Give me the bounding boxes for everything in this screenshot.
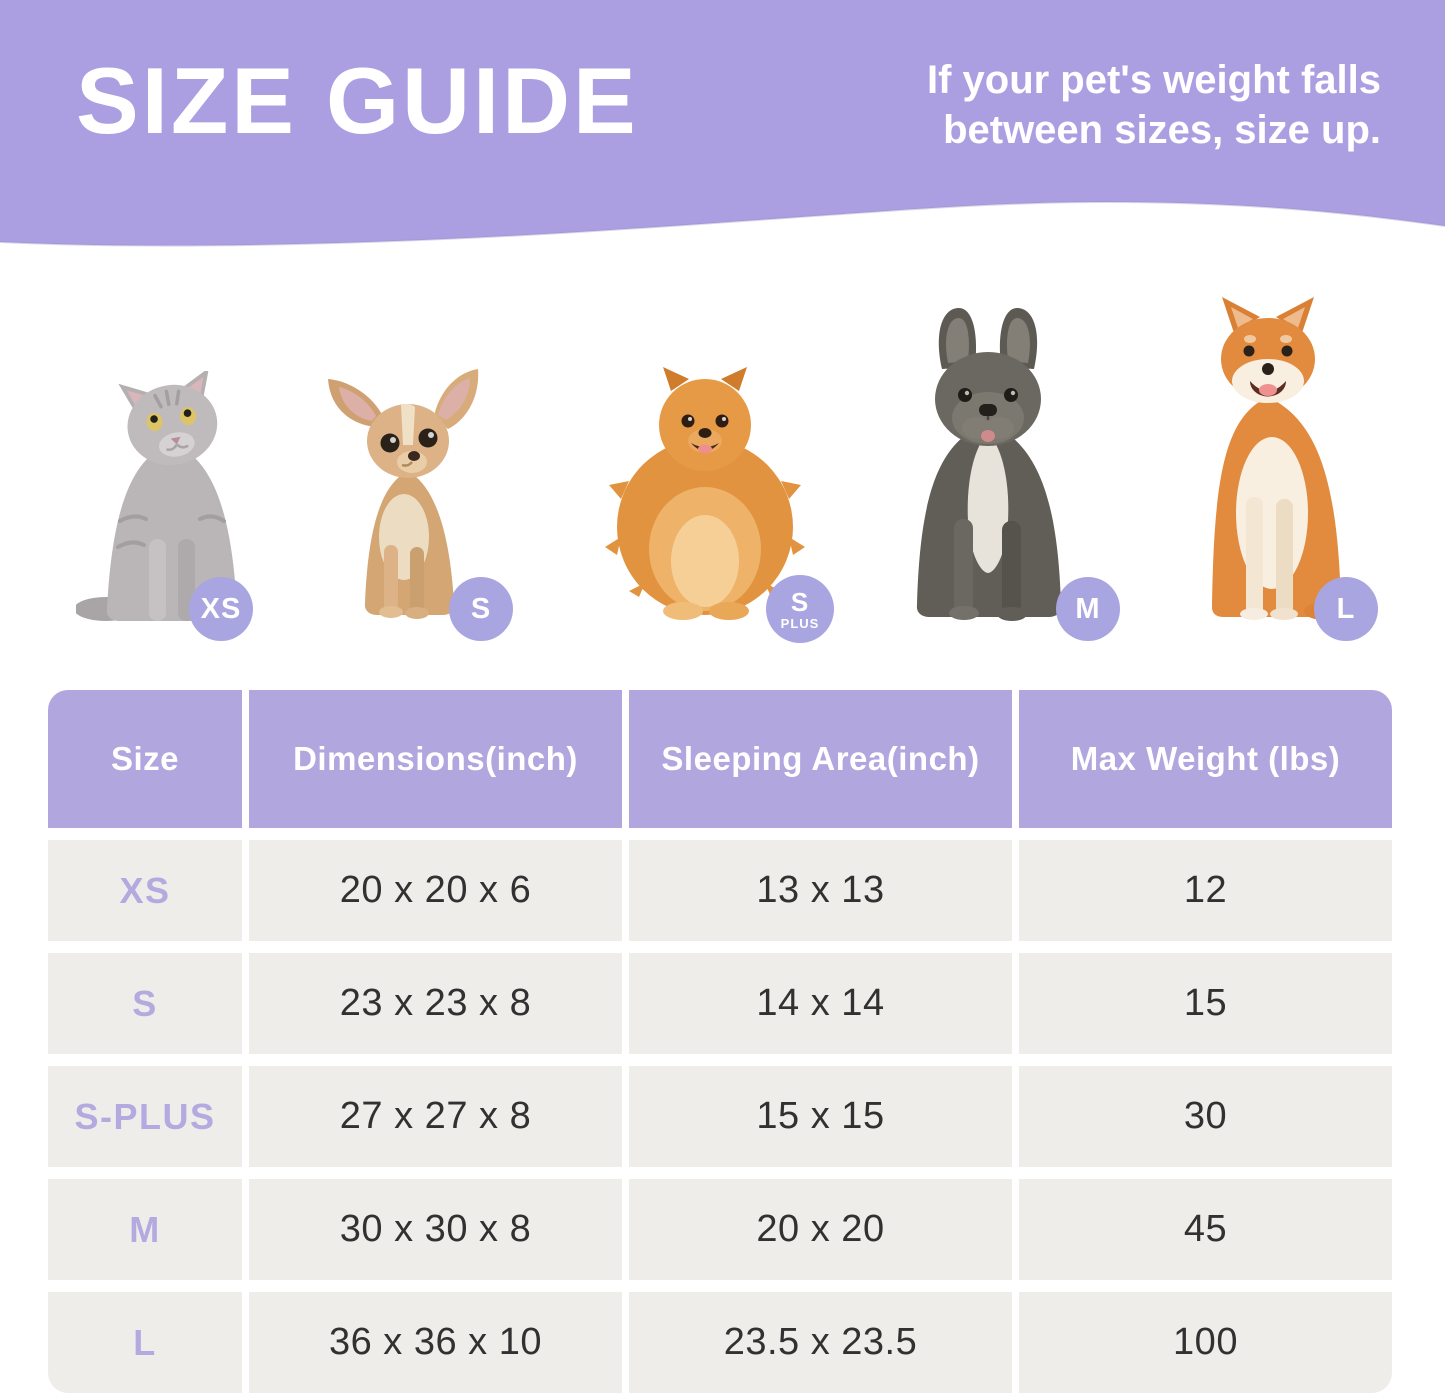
l-dimensions-cell: 36 x 36 x 10 (249, 1292, 622, 1393)
m-sleeping-area-cell: 20 x 20 (629, 1179, 1012, 1280)
badge-l-label: L (1336, 592, 1356, 625)
s-sleeping-area-cell: 14 x 14 (629, 953, 1012, 1054)
french-bulldog-image (882, 305, 1094, 621)
s-plus-sleeping-area-cell: 15 x 15 (629, 1066, 1012, 1167)
dimensions-column-header: Dimensions(inch) (249, 690, 622, 828)
s-plus-size-cell: S-PLUS (48, 1066, 242, 1167)
sizing-note: If your pet's weight falls between sizes… (927, 56, 1381, 155)
badge-m: M (1056, 577, 1120, 641)
m-max-weight-cell: 45 (1019, 1179, 1392, 1280)
m-dimensions-cell: 30 x 30 x 8 (249, 1179, 622, 1280)
xs-size-cell: XS (48, 840, 242, 941)
xs-max-weight-cell: 12 (1019, 840, 1392, 941)
l-sleeping-area-cell: 23.5 x 23.5 (629, 1292, 1012, 1393)
badge-xs: XS (189, 577, 253, 641)
l-size-cell: L (48, 1292, 242, 1393)
badge-m-label: M (1075, 592, 1101, 625)
s-dimensions-cell: 23 x 23 x 8 (249, 953, 622, 1054)
m-size-cell: M (48, 1179, 242, 1280)
badge-s: S (449, 577, 513, 641)
size-column-header: Size (48, 690, 242, 828)
xs-dimensions-cell: 20 x 20 x 6 (249, 840, 622, 941)
s-plus-dimensions-cell: 27 x 27 x 8 (249, 1066, 622, 1167)
l-max-weight-cell: 100 (1019, 1292, 1392, 1393)
shiba-inu-image (1172, 293, 1368, 621)
badge-s-plus: S PLUS (766, 575, 834, 643)
sleeping-area-column-header: Sleeping Area(inch) (629, 690, 1012, 828)
max-weight-column-header: Max Weight (lbs) (1019, 690, 1392, 828)
s-max-weight-cell: 15 (1019, 953, 1392, 1054)
badge-s-label: S (470, 592, 492, 625)
sizing-note-line2: between sizes, size up. (943, 107, 1381, 152)
badge-s-plus-label: S (790, 586, 810, 617)
sizing-note-line1: If your pet's weight falls (926, 58, 1381, 102)
badge-l: L (1314, 577, 1378, 641)
page-title: SIZE GUIDE (76, 48, 639, 153)
s-size-cell: S (48, 953, 242, 1054)
header-wave (0, 0, 1445, 247)
s-plus-max-weight-cell: 30 (1019, 1066, 1392, 1167)
badge-xs-label: XS (200, 592, 242, 625)
badge-s-plus-sublabel: PLUS (780, 615, 820, 631)
pomeranian-image (605, 359, 805, 621)
chihuahua-image (318, 363, 498, 621)
size-table: Size Dimensions(inch) Sleeping Area(inch… (48, 690, 1392, 1393)
cat-image (76, 371, 268, 623)
xs-sleeping-area-cell: 13 x 13 (629, 840, 1012, 941)
